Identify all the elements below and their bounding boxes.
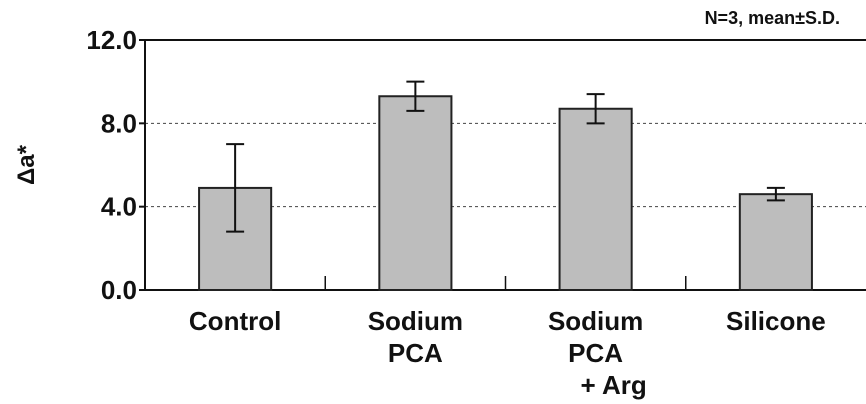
error-bar xyxy=(766,186,785,202)
y-tick-label: 8.0 xyxy=(101,108,137,138)
x-tick-label-line: Control xyxy=(189,306,281,336)
y-axis-label: Δa* xyxy=(13,144,40,185)
x-tick-label: Silicone xyxy=(726,306,826,336)
error-bar xyxy=(226,143,245,233)
y-tick-label: 4.0 xyxy=(101,192,137,222)
bar xyxy=(378,95,453,291)
bar xyxy=(558,107,633,291)
x-tick-label-line: PCA xyxy=(388,338,443,368)
y-tick-label: 12.0 xyxy=(86,25,137,55)
bar xyxy=(738,193,813,292)
error-bar xyxy=(406,80,425,112)
x-tick-label-line: Sodium xyxy=(548,306,643,336)
x-tick-label-line: + Arg xyxy=(581,370,647,400)
x-tick-label-line: Silicone xyxy=(726,306,826,336)
error-bar xyxy=(586,93,605,125)
annotation: N=3, mean±S.D. xyxy=(705,8,840,28)
x-tick-label-line: PCA xyxy=(568,338,623,368)
x-tick-label-line: Sodium xyxy=(368,306,463,336)
y-tick-label: 0.0 xyxy=(101,275,137,305)
x-tick-label: Control xyxy=(189,306,281,336)
x-tick-label: Sodium PCA xyxy=(368,306,463,368)
x-tick-label: Sodium PCA + Arg xyxy=(548,306,647,400)
